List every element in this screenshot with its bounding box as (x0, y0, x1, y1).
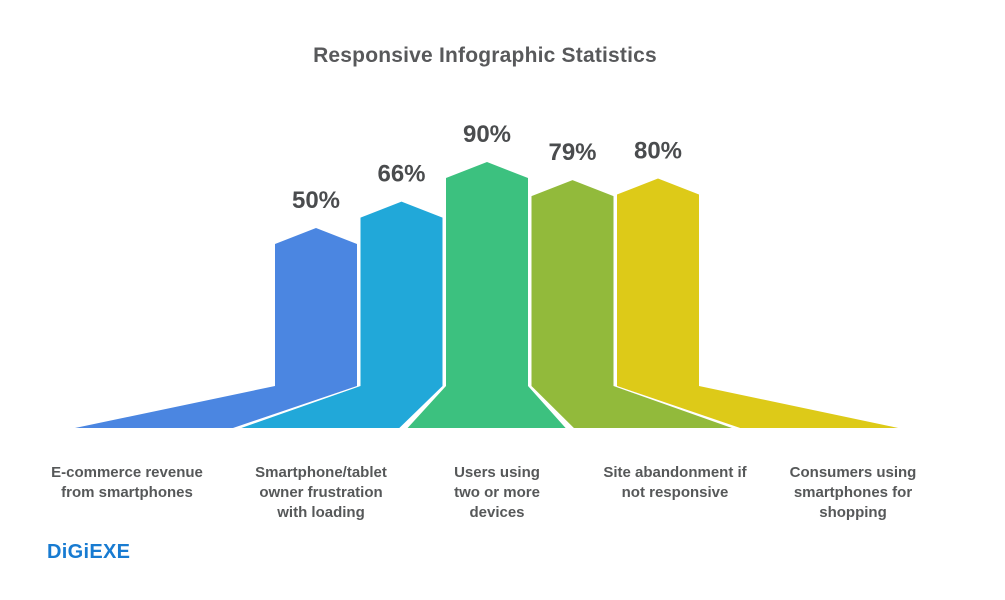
category-label-line: not responsive (622, 484, 729, 501)
category-label-site-abandonment-if-not-responsive: Site abandonment if not responsive (603, 464, 747, 501)
category-label-line: Users using (454, 464, 540, 481)
bar-consumers-using-smartphones-for-shopping (617, 178, 699, 386)
value-label-users-using-two-or-more-devices: 90% (463, 121, 511, 148)
category-label-line: two or more (454, 484, 540, 501)
category-label-e-commerce-revenue-from-smartphones: E-commerce revenue from smartphones (51, 464, 203, 501)
category-label-users-using-two-or-more-devices: Users using two or more devices (454, 464, 540, 521)
bar-users-using-two-or-more-devices (446, 162, 528, 386)
value-label-e-commerce-revenue-from-smartphones: 50% (292, 187, 340, 214)
category-label-line: Consumers using (790, 464, 917, 481)
floor-fan-smartphone-tablet-owner-frustration-with (241, 386, 443, 428)
floor-fan-e-commerce-revenue-from-smartphones (75, 386, 357, 428)
bar-e-commerce-revenue-from-smartphones (275, 228, 357, 386)
value-label-smartphone-tablet-owner-frustration-with: 66% (377, 161, 425, 188)
category-label-line: devices (469, 504, 524, 521)
floor-fan-site-abandonment-if-not-responsive (531, 386, 732, 428)
bar-site-abandonment-if-not-responsive (531, 180, 614, 386)
category-label-smartphone-tablet-owner-frustration-with: Smartphone/tablet owner frustration with l… (255, 464, 387, 521)
category-label-consumers-using-smartphones-for-shopping: Consumers using smartphones for shopping (790, 464, 917, 521)
floor-fan-users-using-two-or-more-devices (407, 386, 566, 428)
category-label-line: shopping (819, 504, 887, 521)
floor-fan-consumers-using-smartphones-for-shopping (617, 386, 899, 428)
bar-smartphone-tablet-owner-frustration-with (360, 201, 443, 386)
category-label-line: E-commerce revenue (51, 464, 203, 481)
category-label-line: from smartphones (61, 484, 193, 501)
value-label-site-abandonment-if-not-responsive: 79% (548, 139, 596, 166)
category-label-line: Smartphone/tablet (255, 464, 387, 481)
value-label-consumers-using-smartphones-for-shopping: 80% (634, 138, 682, 165)
brand-logo: DiGiEXE (47, 541, 131, 563)
category-label-line: smartphones for (794, 484, 913, 501)
chart-title: Responsive Infographic Statistics (313, 44, 657, 67)
category-label-line: owner frustration (259, 484, 382, 501)
category-label-line: Site abandonment if (603, 464, 747, 481)
category-label-line: with loading (276, 504, 365, 521)
